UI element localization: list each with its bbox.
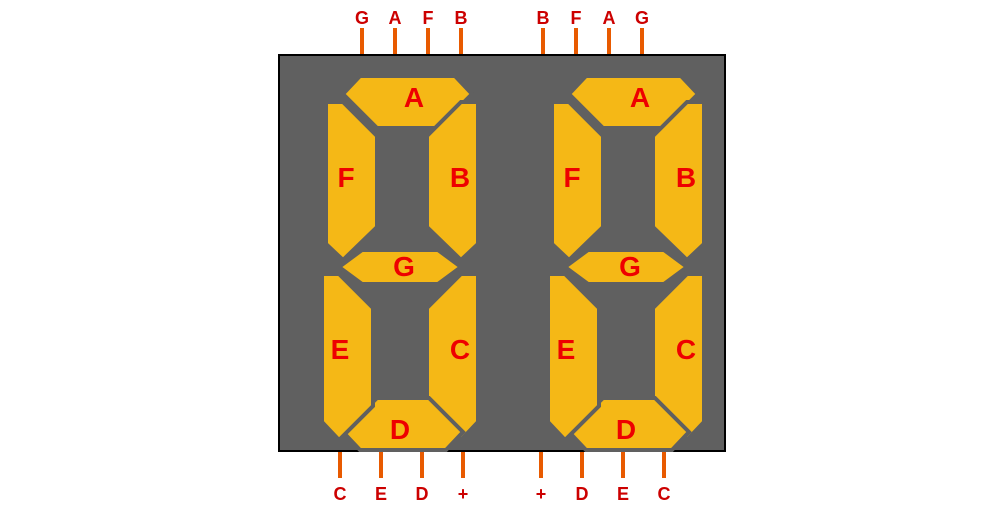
pin-bottom <box>580 452 584 478</box>
pin-label-bottom: + <box>453 484 473 505</box>
pin-label-bottom: C <box>654 484 674 505</box>
pin-bottom <box>420 452 424 478</box>
pin-top <box>360 28 364 54</box>
pin-bottom <box>539 452 543 478</box>
diagram-stage: GAFBBFAGCED++DECABCDEFGABCDEFG <box>0 0 1000 510</box>
segment-label-f: F <box>326 162 366 194</box>
segment-label-g: G <box>610 251 650 283</box>
segment-label-e: E <box>320 334 360 366</box>
pin-label-bottom: E <box>371 484 391 505</box>
pin-label-top: A <box>599 8 619 29</box>
pin-label-top: A <box>385 8 405 29</box>
pin-label-top: F <box>418 8 438 29</box>
segment-label-a: A <box>394 82 434 114</box>
pin-top <box>541 28 545 54</box>
segment-label-c: C <box>440 334 480 366</box>
segment-label-b: B <box>440 162 480 194</box>
pin-top <box>574 28 578 54</box>
pin-top <box>459 28 463 54</box>
segment-label-e: E <box>546 334 586 366</box>
pin-label-bottom: + <box>531 484 551 505</box>
pin-bottom <box>662 452 666 478</box>
segment-label-g: G <box>384 251 424 283</box>
pin-label-top: G <box>352 8 372 29</box>
pin-label-top: B <box>533 8 553 29</box>
pin-top <box>640 28 644 54</box>
pin-label-bottom: D <box>412 484 432 505</box>
segment-label-a: A <box>620 82 660 114</box>
pin-label-bottom: D <box>572 484 592 505</box>
pin-label-bottom: C <box>330 484 350 505</box>
pin-bottom <box>621 452 625 478</box>
pin-bottom <box>338 452 342 478</box>
segment-label-b: B <box>666 162 706 194</box>
pin-top <box>393 28 397 54</box>
pin-bottom <box>379 452 383 478</box>
pin-label-top: G <box>632 8 652 29</box>
segment-label-d: D <box>606 414 646 446</box>
pin-bottom <box>461 452 465 478</box>
pin-label-bottom: E <box>613 484 633 505</box>
pin-label-top: F <box>566 8 586 29</box>
pin-top <box>426 28 430 54</box>
segment-label-d: D <box>380 414 420 446</box>
segment-label-f: F <box>552 162 592 194</box>
pin-top <box>607 28 611 54</box>
pin-label-top: B <box>451 8 471 29</box>
segment-label-c: C <box>666 334 706 366</box>
